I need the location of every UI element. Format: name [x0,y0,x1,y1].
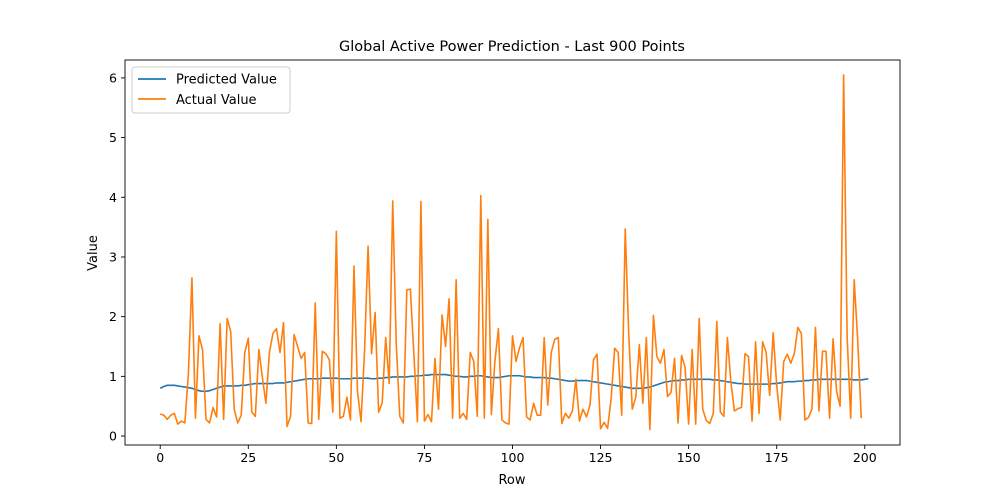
y-axis-label: Value [86,235,101,271]
y-tick-label: 2 [109,309,117,324]
y-tick-label: 1 [109,369,117,384]
x-tick-label: 200 [853,450,877,465]
y-tick-label: 5 [109,130,117,145]
x-tick-label: 175 [765,450,789,465]
plot-frame [124,59,901,446]
x-tick-label: 0 [156,450,164,465]
legend-label-predicted: Predicted Value [176,73,277,88]
x-tick-label: 25 [240,450,256,465]
x-tick-label: 100 [501,450,525,465]
x-tick-label: 50 [328,450,344,465]
y-tick-label: 4 [109,190,117,205]
y-tick-label: 0 [109,429,117,444]
x-tick-label: 125 [589,450,613,465]
legend-label-actual: Actual Value [176,93,257,108]
chart-title: Global Active Power Prediction - Last 90… [339,39,685,55]
series-lines [159,74,869,431]
y-axis: 0 1 2 3 4 5 6 [109,70,125,444]
legend-box [131,66,291,114]
legend: Predicted Value Actual Value [131,66,291,114]
x-axis: 0 25 50 75 100 125 150 175 200 [156,445,877,465]
y-tick-label: 6 [109,70,117,85]
x-tick-label: 75 [416,450,432,465]
x-axis-label: Row [498,473,525,488]
plot-area [125,60,900,445]
y-tick-label: 3 [109,249,117,264]
x-tick-label: 150 [677,450,701,465]
series-line-actual [159,74,863,431]
